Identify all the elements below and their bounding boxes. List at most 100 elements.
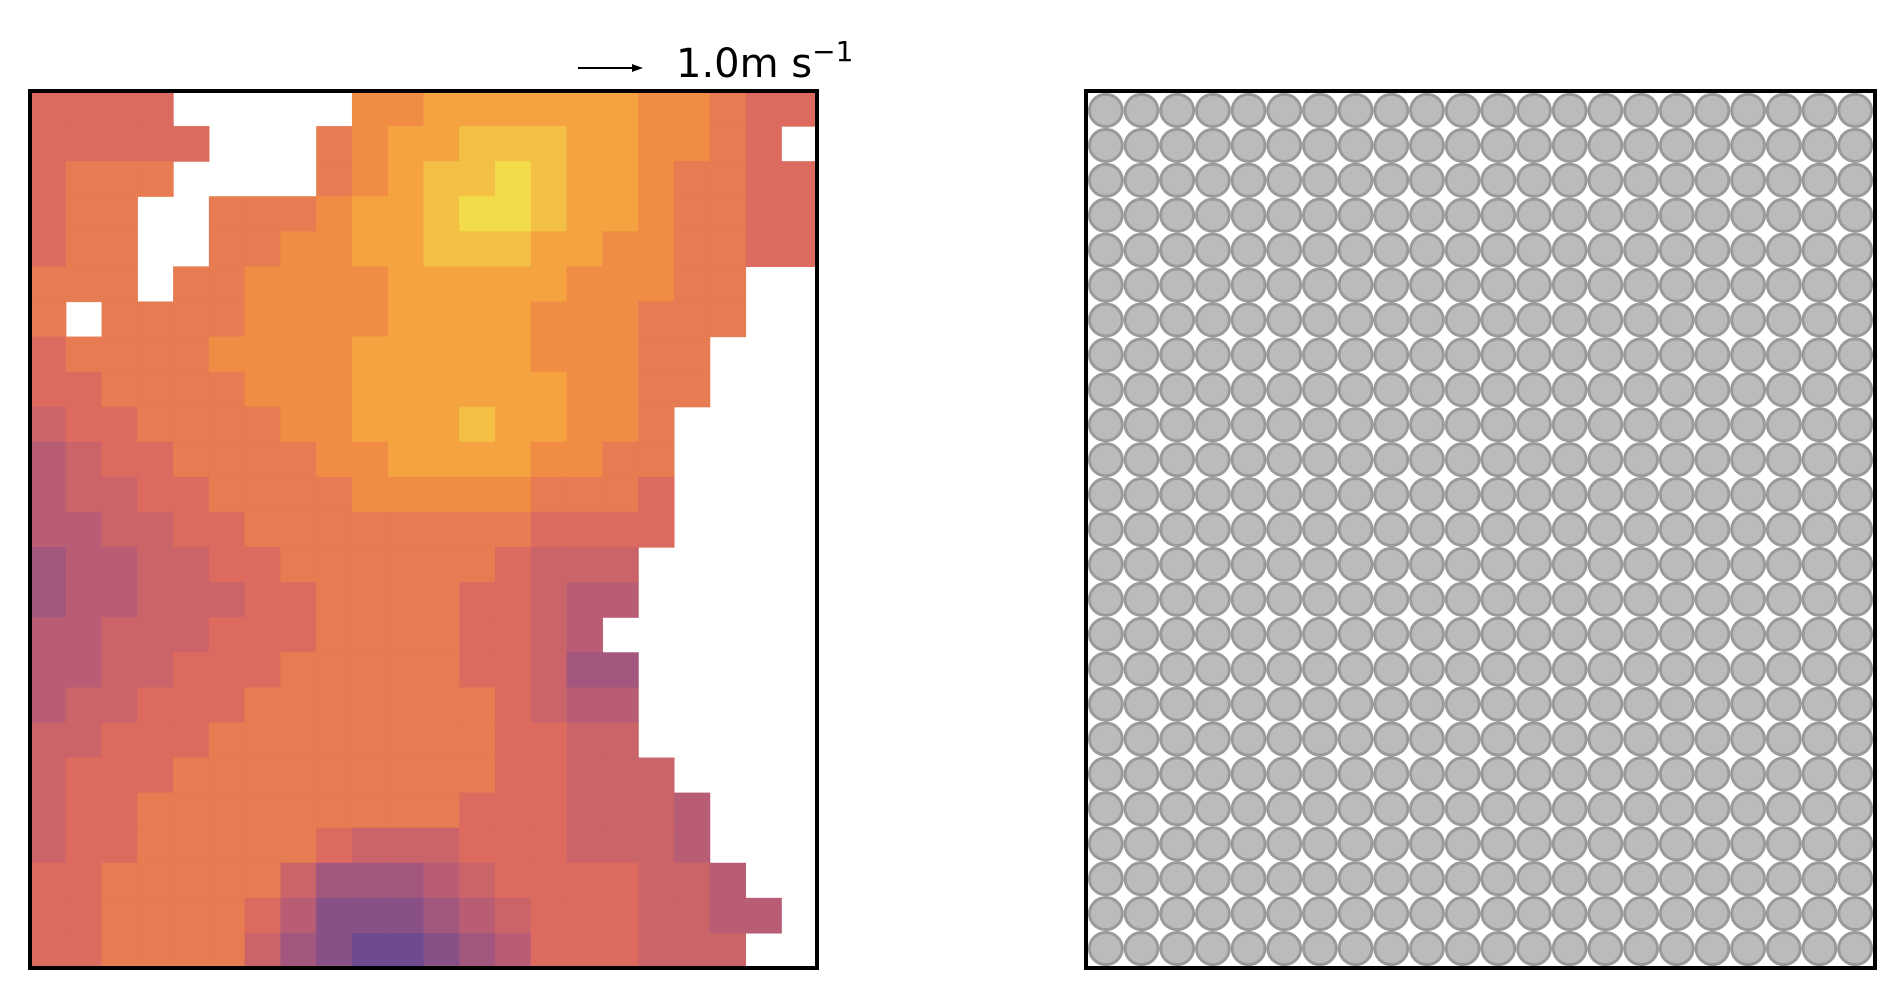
heat-cell: [65, 476, 103, 513]
heat-cell: [530, 91, 568, 127]
heat-cell: [244, 476, 282, 513]
heat-cell: [459, 687, 496, 724]
ellipse: [1658, 721, 1695, 757]
ellipse: [1480, 232, 1517, 268]
ellipse: [1266, 127, 1303, 163]
heat-cell: [530, 617, 568, 653]
ellipse: [1551, 407, 1588, 443]
heat-cell: [709, 897, 747, 934]
ellipse: [1658, 442, 1695, 478]
ellipse: [1551, 651, 1588, 687]
ellipse: [1087, 372, 1124, 408]
heat-cell: [423, 336, 460, 373]
heat-cell: [208, 406, 246, 443]
heat-cell: [709, 932, 747, 969]
heat-cell: [244, 862, 282, 899]
heat-cell: [459, 91, 496, 127]
ellipse: [1194, 721, 1231, 757]
ellipse: [1337, 581, 1374, 617]
heat-cell: [530, 441, 568, 478]
heat-cell: [709, 196, 747, 232]
ellipse: [1516, 92, 1552, 129]
ellipse: [1694, 861, 1731, 897]
heat-cell: [137, 862, 174, 899]
heat-cell: [566, 476, 603, 513]
ellipse: [1658, 407, 1695, 443]
heat-cell: [423, 687, 460, 724]
ellipse: [1159, 861, 1196, 897]
ellipse: [1373, 581, 1410, 617]
ellipse: [1837, 791, 1874, 827]
ellipse: [1587, 267, 1624, 303]
ellipse: [1373, 896, 1410, 932]
ellipse: [1159, 127, 1196, 163]
heat-cell: [351, 336, 389, 373]
ellipse: [1123, 511, 1160, 548]
heat-cell: [566, 582, 603, 618]
heat-cell: [745, 196, 782, 232]
ellipse: [1765, 372, 1802, 408]
heat-cell: [566, 196, 603, 232]
ellipse: [1373, 791, 1410, 827]
ellipse: [1302, 861, 1338, 897]
ellipse: [1087, 930, 1124, 967]
heat-cell: [566, 161, 603, 197]
ellipse: [1266, 92, 1303, 129]
heat-cell: [65, 126, 103, 162]
ellipse: [1123, 930, 1160, 967]
ellipse: [1159, 546, 1196, 582]
ellipse: [1765, 197, 1802, 233]
ellipse: [1694, 162, 1731, 198]
ellipse: [1658, 791, 1695, 827]
ellipse: [1587, 442, 1624, 478]
ellipse: [1337, 92, 1374, 129]
ellipse: [1801, 302, 1838, 338]
heat-cell: [423, 582, 460, 618]
ellipse: [1480, 477, 1517, 513]
heat-cell: [638, 862, 675, 899]
ellipse: [1266, 756, 1303, 792]
heat-cell: [208, 932, 246, 969]
ellipse: [1551, 756, 1588, 792]
heat-cell: [459, 547, 496, 583]
heat-cell: [280, 371, 317, 408]
heat-cell: [530, 231, 568, 267]
heat-cell: [101, 301, 138, 338]
heat-cell: [316, 792, 353, 829]
heat-cell: [101, 827, 138, 864]
ellipse: [1516, 337, 1552, 373]
ellipse: [1587, 546, 1624, 582]
ellipse: [1694, 232, 1731, 268]
ellipse: [1480, 930, 1517, 967]
ellipse: [1159, 651, 1196, 687]
heat-cell: [280, 617, 317, 653]
ellipse: [1837, 721, 1874, 757]
ellipse: [1087, 721, 1124, 757]
ellipse: [1444, 337, 1481, 373]
heat-cell: [745, 231, 782, 267]
ellipse: [1801, 407, 1838, 443]
heat-cell: [459, 371, 496, 408]
heat-cell: [638, 792, 675, 829]
heat-cell: [459, 266, 496, 303]
ellipse: [1159, 616, 1196, 652]
ellipse: [1337, 442, 1374, 478]
ellipse: [1337, 267, 1374, 303]
ellipse: [1087, 477, 1124, 513]
ellipse: [1444, 372, 1481, 408]
ellipse: [1658, 162, 1695, 198]
ellipse: [1730, 477, 1767, 513]
ellipse: [1194, 407, 1231, 443]
ellipse: [1266, 721, 1303, 757]
heat-cell: [566, 722, 603, 759]
ellipse: [1837, 372, 1874, 408]
ellipse: [1230, 651, 1267, 687]
ellipse: [1623, 616, 1659, 652]
heat-cell: [530, 266, 568, 303]
heat-cell: [387, 932, 425, 969]
heat-cell: [65, 932, 103, 969]
right-frame: [1084, 89, 1877, 970]
heat-cell: [244, 582, 282, 618]
ellipse: [1694, 372, 1731, 408]
heat-cell: [566, 126, 603, 162]
